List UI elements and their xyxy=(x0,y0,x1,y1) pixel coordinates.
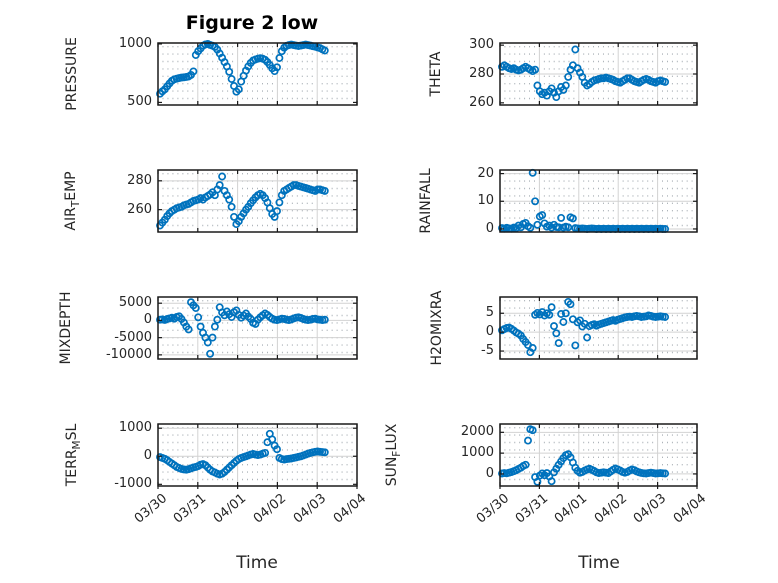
terr-msl-ytick-0: 0 xyxy=(143,448,152,464)
terr-msl-ylabel-subscript: M xyxy=(70,440,83,450)
mixdepth-ytick-0: 0 xyxy=(143,312,152,328)
mixdepth-ylabel-text: MIXDEPTH xyxy=(58,291,74,365)
air-temp-ytick-280: 280 xyxy=(127,172,152,188)
terr-msl-ytick--1000: -1000 xyxy=(114,476,152,492)
theta-ytick-260: 260 xyxy=(469,94,494,110)
terr-msl-ylabel-text: SL xyxy=(64,423,80,441)
mixdepth-ylabel: MIXDEPTH xyxy=(58,292,74,365)
rainfall-ylabel: RAINFALL xyxy=(418,168,434,233)
air-temp-ylabel-text: EMP xyxy=(63,171,79,201)
terr-msl-plot xyxy=(156,423,358,489)
pressure-ylabel: PRESSURE xyxy=(64,37,80,111)
mixdepth-ytick--5000: -5000 xyxy=(114,329,152,345)
sun-flux-ylabel-subscript: F xyxy=(390,450,403,457)
h2omixra-ytick-5: 5 xyxy=(485,305,494,321)
sun-flux-ytick-1000: 1000 xyxy=(460,445,494,461)
air-temp-ytick-260: 260 xyxy=(127,201,152,217)
terr-msl-ytick-1000: 1000 xyxy=(118,420,152,436)
x-axis-title-left: Time xyxy=(236,553,278,573)
rainfall-ytick-20: 20 xyxy=(477,165,494,181)
x-axis-title-right: Time xyxy=(578,553,620,573)
h2omixra-plot xyxy=(498,296,698,360)
h2omixra-ytick-0: 0 xyxy=(485,324,494,340)
terr-msl-ylabel-text: TERR xyxy=(64,449,80,487)
terr-msl-ylabel: TERRMSL xyxy=(64,423,83,487)
rainfall-ytick-10: 10 xyxy=(477,193,494,209)
rainfall-ytick-0: 0 xyxy=(485,220,494,236)
mixdepth-ytick--10000: -10000 xyxy=(105,346,152,362)
sun-flux-ytick-0: 0 xyxy=(485,465,494,481)
rainfall-plot xyxy=(498,168,698,233)
pressure-ylabel-text: PRESSURE xyxy=(64,37,80,111)
mixdepth-plot xyxy=(156,296,358,360)
figure-title: Figure 2 low xyxy=(185,12,319,34)
sun-flux-ylabel-text: SUN xyxy=(384,456,400,487)
theta-ytick-280: 280 xyxy=(469,66,494,81)
sun-flux-ylabel-text: LUX xyxy=(384,423,400,451)
sun-flux-ytick-2000: 2000 xyxy=(460,424,494,440)
h2omixra-ylabel-text: H2OMIXRA xyxy=(429,290,445,366)
theta-ytick-300: 300 xyxy=(469,37,494,53)
sun-flux-ylabel: SUNFLUX xyxy=(384,423,403,487)
air-temp-ylabel: AIRTEMP xyxy=(63,171,82,231)
rainfall-ylabel-text: RAINFALL xyxy=(418,168,434,234)
sun-flux-plot xyxy=(498,423,698,489)
air-temp-ylabel-subscript: T xyxy=(69,200,82,208)
theta-plot xyxy=(498,42,698,106)
pressure-ytick-1000: 1000 xyxy=(118,35,152,51)
air-temp-ylabel-text: AIR xyxy=(63,207,79,231)
pressure-ytick-500: 500 xyxy=(127,94,152,110)
mixdepth-ytick-5000: 5000 xyxy=(118,295,152,311)
theta-ylabel: THETA xyxy=(428,52,444,97)
air-temp-plot xyxy=(156,169,358,233)
pressure-plot xyxy=(156,39,358,106)
h2omixra-ylabel: H2OMIXRA xyxy=(429,291,445,366)
h2omixra-ytick--5: -5 xyxy=(481,343,494,359)
theta-ylabel-text: THETA xyxy=(428,51,444,97)
